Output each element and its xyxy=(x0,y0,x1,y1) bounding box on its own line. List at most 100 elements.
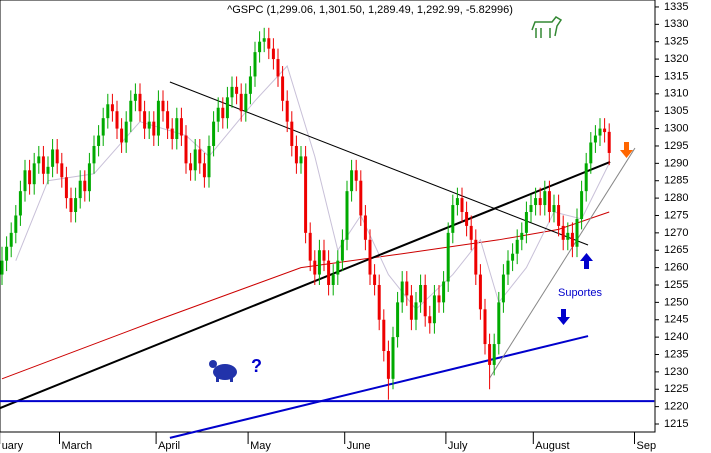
candle-body xyxy=(225,97,229,119)
x-tick-label: May xyxy=(250,440,271,452)
candle-body xyxy=(55,149,59,164)
y-tick-label: 1245 xyxy=(664,314,688,326)
candle-body xyxy=(400,281,404,303)
candle-body xyxy=(580,191,584,219)
candle-body xyxy=(570,232,574,247)
candle-body xyxy=(488,344,492,365)
candle-body xyxy=(18,191,22,216)
y-tick-label: 1260 xyxy=(664,262,688,274)
candle-body xyxy=(235,86,239,94)
candle-body xyxy=(281,76,285,101)
candle-body xyxy=(262,38,266,42)
candle-body xyxy=(304,156,308,233)
candle-body xyxy=(290,121,294,146)
candle-body xyxy=(198,149,202,164)
candle-body xyxy=(377,284,381,320)
candle-body xyxy=(32,163,36,185)
y-tick-label: 1235 xyxy=(664,348,688,360)
candle-body xyxy=(299,156,303,164)
candle-body xyxy=(244,93,248,112)
candle-body xyxy=(101,118,105,136)
candle-body xyxy=(129,100,133,122)
candle-body xyxy=(501,274,505,303)
candle-body xyxy=(267,38,271,49)
candle-body xyxy=(120,128,124,143)
candle-body xyxy=(170,128,174,140)
candle-body xyxy=(492,344,496,365)
candle-body xyxy=(506,260,510,275)
y-tick-label: 1320 xyxy=(664,53,688,65)
candle-body xyxy=(87,163,91,192)
x-tick-label: Sep xyxy=(637,440,657,452)
candle-body xyxy=(74,198,78,213)
overlay-line xyxy=(0,161,611,409)
candle-body xyxy=(584,163,588,192)
y-tick-label: 1310 xyxy=(664,88,688,100)
candle-body xyxy=(97,135,101,146)
candle-body xyxy=(340,239,344,261)
y-tick-label: 1280 xyxy=(664,192,688,204)
y-tick-label: 1300 xyxy=(664,122,688,134)
x-tick-label: April xyxy=(158,440,180,452)
candle-body xyxy=(552,205,556,213)
y-tick-label: 1330 xyxy=(664,18,688,30)
candle-body xyxy=(465,212,469,226)
annotation: ? xyxy=(251,356,262,376)
candle-body xyxy=(46,166,50,174)
candle-body xyxy=(23,170,27,192)
candle-body xyxy=(350,170,354,192)
candle-body xyxy=(156,100,160,136)
x-tick-label: August xyxy=(535,440,569,452)
candle-body xyxy=(152,121,156,136)
candle-body xyxy=(248,76,252,94)
candle-body xyxy=(28,170,32,185)
candle-body xyxy=(386,351,390,379)
candle-body xyxy=(202,163,206,178)
overlay-line xyxy=(489,147,636,379)
candle-body xyxy=(175,118,179,140)
candle-body xyxy=(221,107,225,119)
candle-body xyxy=(363,215,367,240)
candle-body xyxy=(414,302,418,320)
candle-body xyxy=(285,100,289,122)
y-tick-label: 1230 xyxy=(664,366,688,378)
y-tick-label: 1270 xyxy=(664,227,688,239)
candle-body xyxy=(166,111,170,129)
candle-body xyxy=(469,225,473,240)
bear-icon xyxy=(209,360,237,382)
candle-body xyxy=(322,250,326,261)
candle-body xyxy=(589,142,593,164)
candle-body xyxy=(382,319,386,352)
candle-body xyxy=(193,149,197,171)
candle-body xyxy=(603,128,607,133)
candle-body xyxy=(216,107,220,122)
candle-body xyxy=(534,198,538,206)
y-tick-label: 1335 xyxy=(664,1,688,13)
candle-body xyxy=(442,281,446,303)
y-tick-label: 1255 xyxy=(664,279,688,291)
candle-body xyxy=(368,239,372,275)
candle-body xyxy=(189,163,193,171)
arrow-blue-up xyxy=(580,253,593,269)
x-tick-label: March xyxy=(62,440,93,452)
y-tick-label: 1220 xyxy=(664,401,688,413)
candle-body xyxy=(106,104,110,119)
candle-body xyxy=(566,232,570,240)
candle-body xyxy=(124,121,128,143)
candle-body xyxy=(432,295,436,324)
candle-body xyxy=(515,239,519,254)
candle-body xyxy=(115,111,119,129)
candle-body xyxy=(607,131,611,153)
y-tick-label: 1290 xyxy=(664,157,688,169)
y-tick-label: 1225 xyxy=(664,383,688,395)
candle-body xyxy=(557,205,561,226)
candle-body xyxy=(5,246,9,261)
candle-body xyxy=(207,145,211,178)
candle-body xyxy=(345,191,349,240)
candle-body xyxy=(391,337,395,379)
candle-body xyxy=(331,274,335,285)
candle-body xyxy=(409,295,413,320)
y-tick-label: 1305 xyxy=(664,105,688,117)
candle-body xyxy=(41,156,45,174)
candle-body xyxy=(37,156,41,164)
